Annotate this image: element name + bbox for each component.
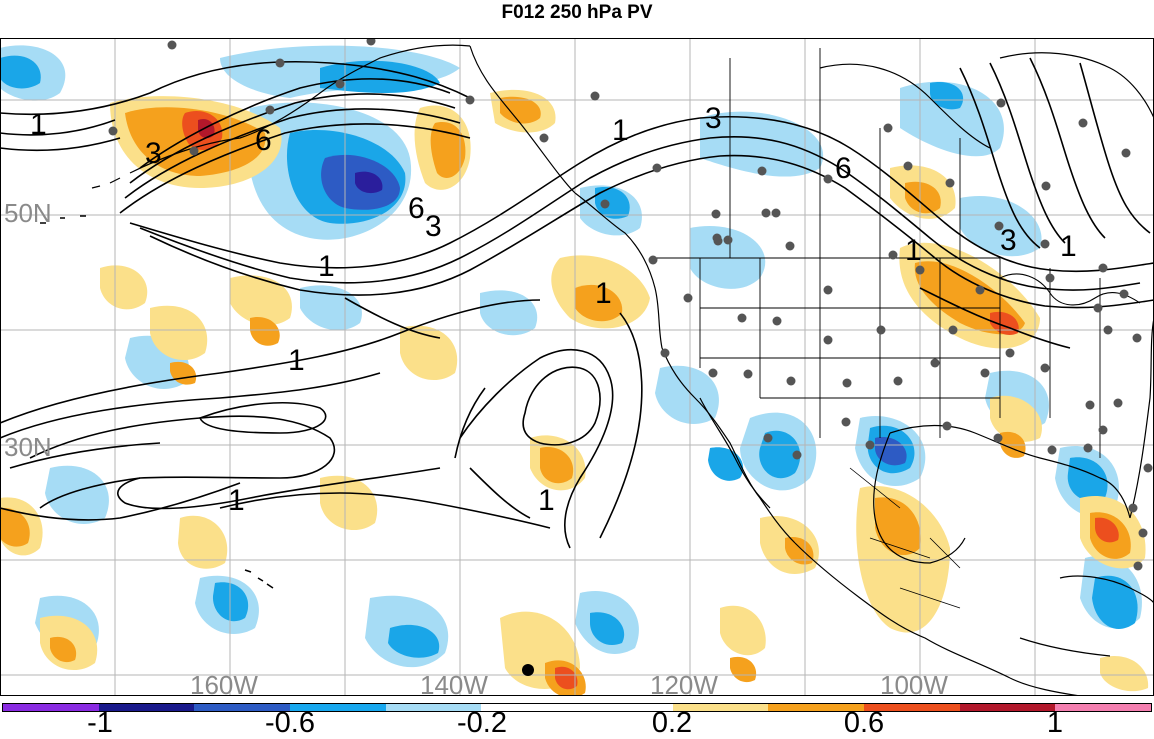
lat-lon-gridlines <box>0 38 1154 696</box>
pv-contours <box>0 57 1154 549</box>
grid-labels: 50N 30N 160W 140W 120W 100W <box>4 198 948 696</box>
contour-label: 1 <box>595 277 612 310</box>
positive-deep-patches <box>198 118 215 139</box>
contour-label: 1 <box>905 234 922 267</box>
map-panel: 1 3 6 6 3 1 1 3 1 6 1 3 1 1 1 1 <box>0 38 1154 696</box>
colorbar-label: -0.6 <box>265 707 315 739</box>
colorbar-swatch <box>577 704 673 711</box>
lon-label-140w: 140W <box>420 670 488 696</box>
coastlines-and-borders <box>40 44 1154 696</box>
contour-label: 6 <box>255 124 272 157</box>
contour-label: 1 <box>228 484 245 517</box>
lat-label-30n: 30N <box>4 432 52 462</box>
colorbar-swatch <box>959 704 1056 711</box>
contour-label: 3 <box>705 102 722 135</box>
colorbar-swatch <box>672 704 769 711</box>
negative-deep-patches <box>355 171 383 194</box>
contour-label: 1 <box>288 344 305 377</box>
lon-label-160w: 160W <box>190 670 258 696</box>
pv-map: 1 3 6 6 3 1 1 3 1 6 1 3 1 1 1 1 <box>0 38 1154 696</box>
colorbar-swatch <box>98 704 195 711</box>
contour-label: 1 <box>1060 230 1077 263</box>
contour-label: 6 <box>408 192 425 225</box>
positive-mid-patches <box>0 96 1131 696</box>
colorbar-swatch <box>768 704 865 711</box>
colorbar-swatch <box>864 704 960 711</box>
contour-label: 1 <box>612 114 629 147</box>
colorbar <box>2 703 1152 712</box>
colorbar-label: -1 <box>87 707 113 739</box>
colorbar-labels: -1 -0.6 -0.2 0.2 0.6 1 <box>0 708 1154 739</box>
colorbar-swatch <box>1055 704 1152 711</box>
contour-label: 1 <box>538 484 555 517</box>
colorbar-swatch <box>3 704 99 711</box>
contour-labels: 1 3 6 6 3 1 1 3 1 6 1 3 1 1 1 1 <box>30 102 1077 517</box>
colorbar-swatch <box>481 704 578 711</box>
contour-label: 3 <box>1000 224 1017 257</box>
colorbar-label: -0.2 <box>457 707 507 739</box>
contour-label: 3 <box>145 137 162 170</box>
contour-label: 1 <box>30 108 47 141</box>
lat-label-50n: 50N <box>4 198 52 228</box>
contour-label: 6 <box>835 152 852 185</box>
map-title: F012 250 hPa PV <box>501 2 653 23</box>
colorbar-label: 0.2 <box>651 707 693 739</box>
colorbar-swatch <box>194 704 291 711</box>
lon-label-120w: 120W <box>650 670 718 696</box>
colorbar-swatch <box>385 704 482 711</box>
lon-label-100w: 100W <box>880 670 948 696</box>
anomaly-shading <box>0 45 1149 696</box>
colorbar-label: 0.6 <box>843 707 885 739</box>
station-markers <box>108 38 1153 571</box>
contour-label: 1 <box>318 250 335 283</box>
colorbar-label: 1 <box>1046 707 1064 739</box>
marker-dot <box>522 664 534 676</box>
contour-label: 3 <box>425 210 442 243</box>
colorbar-swatch <box>290 704 386 711</box>
